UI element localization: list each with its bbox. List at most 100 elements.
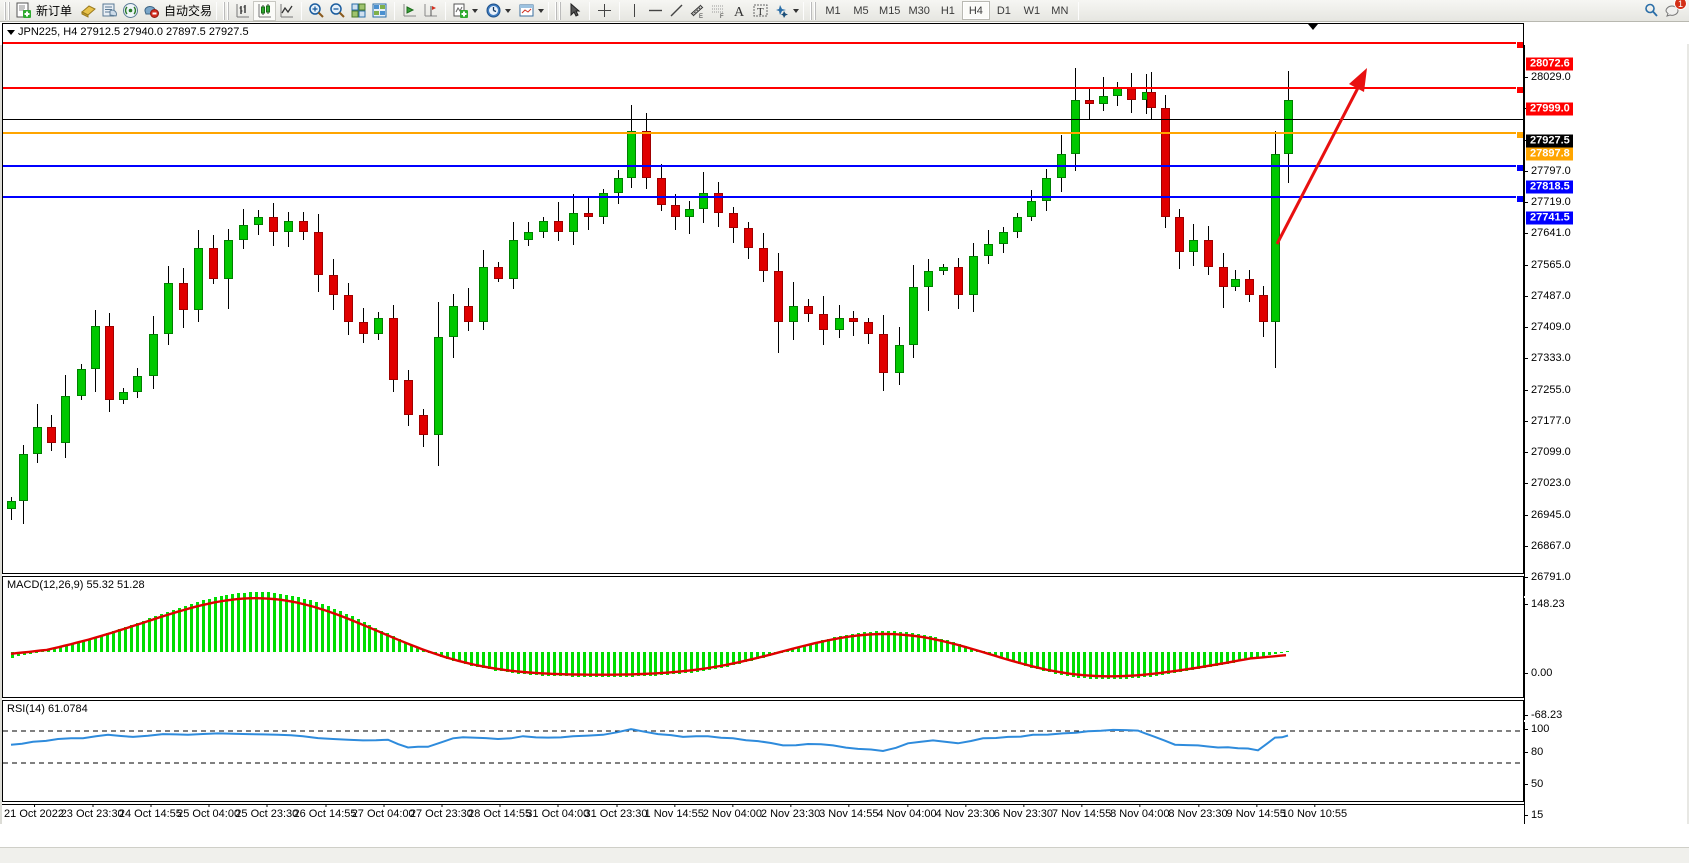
macd-histogram-bar <box>940 638 944 652</box>
templates-icon[interactable] <box>516 1 537 21</box>
zoom-in-icon[interactable] <box>306 1 327 21</box>
rsi-pane[interactable]: RSI(14) 61.0784 <box>2 700 1524 802</box>
level-line-27741[interactable] <box>3 195 1523 203</box>
price-pane[interactable]: JPN225, H4 27912.5 27940.0 27897.5 27927… <box>2 23 1524 574</box>
level-line-27999[interactable] <box>3 86 1523 94</box>
candle-body <box>999 232 1008 244</box>
alert-count-badge: 1 <box>1674 0 1687 10</box>
time-tick: 24 Oct 14:55 <box>118 804 182 820</box>
candlestick <box>909 24 918 573</box>
macd-histogram-bar <box>314 602 318 652</box>
macd-signal-line <box>10 596 1287 678</box>
macd-histogram-bar <box>291 595 295 652</box>
price-tick: 27565.0 <box>1525 259 1571 271</box>
trendline-icon[interactable] <box>666 1 687 21</box>
level-line-27897[interactable] <box>3 131 1523 139</box>
macd-histogram-bar <box>237 593 241 652</box>
candlestick <box>984 24 993 573</box>
toolbar-separator-3 <box>394 1 396 20</box>
text-icon[interactable]: A <box>729 1 750 21</box>
timeframe-d1[interactable]: D1 <box>996 4 1011 17</box>
timeframe-m15[interactable]: M15 <box>879 4 901 17</box>
timeframe-m1[interactable]: M1 <box>825 4 841 17</box>
chart-selection-handle[interactable] <box>1308 24 1318 30</box>
macd-histogram-bar <box>296 596 300 652</box>
toolbar-grip-4[interactable] <box>810 1 818 20</box>
macd-histogram-bar <box>1226 652 1230 664</box>
cursor-icon[interactable] <box>564 1 585 21</box>
toolbar-grip-3[interactable] <box>555 1 563 20</box>
hline-icon[interactable] <box>645 1 666 21</box>
macd-histogram-bar <box>261 592 265 652</box>
timeframe-m30[interactable]: M30 <box>908 4 930 17</box>
chart-area[interactable]: JPN225, H4 27912.5 27940.0 27897.5 27927… <box>0 22 1689 863</box>
macd-histogram-bar <box>82 640 86 652</box>
timeframe-w1[interactable]: W1 <box>1023 4 1041 17</box>
macd-histogram-bar <box>1041 652 1045 671</box>
macd-histogram-bar <box>153 616 157 652</box>
history-icon[interactable] <box>78 1 99 21</box>
candle-body <box>924 271 933 287</box>
macd-histogram-bar <box>1214 652 1218 667</box>
price-scale[interactable]: 28029.027951.027875.027797.027719.027641… <box>1524 45 1687 614</box>
indicators-dropdown-arrow[interactable] <box>472 8 479 13</box>
period-icon[interactable] <box>483 1 504 21</box>
fibonacci-icon[interactable]: F <box>708 1 729 21</box>
candlestick-icon[interactable] <box>253 0 277 21</box>
timeframe-mn[interactable]: MN <box>1051 4 1069 17</box>
crosshair-icon[interactable] <box>594 1 615 21</box>
chart-menu-caret-icon[interactable] <box>7 29 15 35</box>
level-line-27818[interactable] <box>3 164 1523 172</box>
candle-body <box>61 395 70 443</box>
line-chart-icon[interactable] <box>276 1 297 21</box>
alerts-icon[interactable]: 1 <box>1662 0 1687 21</box>
trend-arrow-annotation[interactable] <box>1263 62 1383 252</box>
auto-scroll-icon[interactable] <box>420 1 441 21</box>
shapes-dropdown-arrow[interactable] <box>793 8 800 13</box>
chart-shift-icon[interactable] <box>399 1 420 21</box>
signal-icon[interactable] <box>120 1 141 21</box>
timeframe-h4[interactable]: H4 <box>961 1 990 20</box>
macd-histogram-bar <box>100 635 104 652</box>
candle-body <box>77 368 86 396</box>
vertical-scrollbar[interactable] <box>1687 44 1689 824</box>
macd-histogram-bar <box>904 632 908 652</box>
timeframe-m5[interactable]: M5 <box>853 4 869 17</box>
shapes-icon[interactable] <box>771 1 792 21</box>
vline-icon[interactable] <box>624 1 645 21</box>
time-scale[interactable]: 21 Oct 2022 23 Oct 23:30 24 Oct 14:55 25 Oc… <box>2 804 1524 824</box>
timeframe-h1[interactable]: H1 <box>940 4 955 17</box>
macd-histogram-bar <box>106 633 110 652</box>
level-line-28072[interactable] <box>3 41 1523 49</box>
macd-pane[interactable]: MACD(12,26,9) 55.32 51.28 <box>2 576 1524 698</box>
candle-body <box>671 205 680 217</box>
candle-body <box>539 220 548 233</box>
templates-dropdown-arrow[interactable] <box>538 8 545 13</box>
macd-histogram-bar <box>725 652 729 667</box>
terminal-icon[interactable] <box>99 1 120 21</box>
data-window-icon[interactable] <box>369 1 390 21</box>
period-dropdown-arrow[interactable] <box>505 8 512 13</box>
price-tick: 27487.0 <box>1525 290 1571 302</box>
new-order-label[interactable]: 新订单 <box>36 4 73 18</box>
macd-scale[interactable]: 148.23 0.00 -68.23 <box>1524 598 1687 721</box>
tile-windows-icon[interactable] <box>348 1 369 21</box>
autotrading-icon[interactable] <box>141 1 162 21</box>
rsi-scale[interactable]: 100 80 50 15 <box>1524 722 1687 824</box>
zoom-out-icon[interactable] <box>327 1 348 21</box>
bar-chart-icon[interactable] <box>232 1 253 21</box>
auto-trading-label[interactable]: 自动交易 <box>164 4 213 18</box>
candlestick <box>105 24 114 573</box>
horizontal-scrollbar[interactable] <box>0 847 1689 863</box>
candlestick <box>774 24 783 573</box>
macd-histogram-bar <box>612 652 616 677</box>
equidistant-channel-icon[interactable]: E <box>687 1 708 21</box>
new-order-icon[interactable] <box>13 1 34 21</box>
search-icon[interactable] <box>1641 1 1662 21</box>
label-icon[interactable]: T <box>750 1 771 21</box>
toolbar-grip[interactable] <box>4 1 11 20</box>
candlestick <box>835 24 844 573</box>
indicators-icon[interactable] <box>450 1 471 21</box>
macd-histogram-bar <box>356 619 360 652</box>
toolbar-grip-2[interactable] <box>223 1 231 20</box>
